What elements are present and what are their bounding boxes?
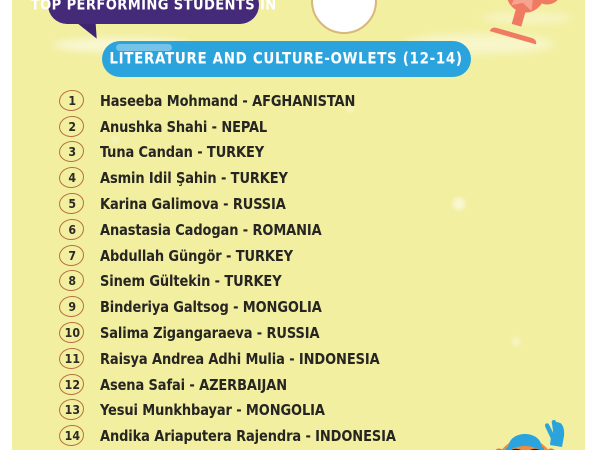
rank-number: 3 (68, 145, 76, 160)
rank-circle: 2 (58, 116, 86, 138)
top-banner-label: TOP PERFORMING STUDENTS IN (30, 0, 277, 14)
student-entry: Asmin Idil Şahin - TURKEY (100, 169, 288, 188)
rank-circle: 7 (58, 245, 86, 267)
rank-circle: 9 (58, 296, 86, 318)
pill-highlight (116, 44, 172, 51)
trophy-icon (470, 0, 574, 58)
student-list: 1 Haseeba Mohmand - AFGHANISTAN 2 Anushka S… (58, 88, 558, 449)
student-entry: Yesui Munkhbayar - MONGOLIA (100, 401, 325, 420)
rank-circle: 8 (58, 270, 86, 292)
rank-number: 7 (68, 248, 76, 264)
rank-number: 9 (68, 299, 76, 315)
rank-number: 14 (64, 428, 80, 444)
list-item: 11 Raisya Andrea Adhi Mulia - INDONESIA (58, 346, 558, 372)
rank-circle: 10 (58, 322, 86, 344)
rank-circle: 3 (58, 141, 86, 163)
student-entry: Tuna Candan - TURKEY (100, 143, 265, 162)
list-item: 14 Andika Ariaputera Rajendra - INDONESIA (58, 423, 558, 449)
top-banner: TOP PERFORMING STUDENTS IN (31, 0, 276, 24)
rank-number: 2 (68, 119, 76, 135)
list-item: 10 Salima Zigangaraeva - RUSSIA (58, 320, 558, 346)
list-item: 8 Sinem Gültekin - TURKEY (58, 269, 558, 295)
rank-number: 8 (68, 274, 76, 289)
list-item: 13 Yesui Munkhbayar - MONGOLIA (58, 398, 558, 424)
student-entry: Anushka Shahi - NEPAL (100, 117, 268, 136)
student-entry: Sinem Gültekin - TURKEY (100, 272, 282, 291)
list-item: 1 Haseeba Mohmand - AFGHANISTAN (58, 88, 558, 114)
list-item: 3 Tuna Candan - TURKEY (58, 140, 558, 166)
rank-number: 4 (68, 170, 76, 186)
list-item: 5 Karina Galimova - RUSSIA (58, 191, 558, 217)
rank-circle: 6 (58, 219, 86, 241)
student-entry: Salima Zigangaraeva - RUSSIA (100, 324, 320, 343)
category-banner: LITERATURE AND CULTURE-OWLETS (12-14) (102, 41, 471, 77)
rank-number: 12 (64, 377, 80, 393)
student-entry: Abdullah Güngör - TURKEY (100, 246, 293, 265)
rank-number: 5 (68, 196, 76, 212)
rank-circle: 4 (58, 167, 86, 189)
list-item: 6 Anastasia Cadogan - ROMANIA (58, 217, 558, 243)
rank-number: 10 (64, 325, 80, 341)
cloud-decoration (482, 12, 572, 24)
student-entry: Haseeba Mohmand - AFGHANISTAN (100, 91, 356, 110)
rank-number: 1 (68, 93, 76, 109)
rank-number: 6 (68, 222, 76, 238)
rank-number: 13 (64, 403, 80, 418)
list-item: 2 Anushka Shahi - NEPAL (58, 114, 558, 140)
list-item: 4 Asmin Idil Şahin - TURKEY (58, 165, 558, 191)
rank-circle: 13 (58, 399, 86, 421)
rank-number: 11 (64, 351, 80, 367)
category-banner-label: LITERATURE AND CULTURE-OWLETS (12-14) (109, 49, 464, 69)
rank-circle: 5 (58, 193, 86, 215)
rank-circle: 14 (58, 425, 86, 447)
owl-mascot-icon (492, 412, 584, 450)
rank-circle: 1 (58, 90, 86, 112)
list-item: 12 Asena Safai - AZERBAIJAN (58, 372, 558, 398)
list-item: 9 Binderiya Galtsog - MONGOLIA (58, 294, 558, 320)
student-entry: Andika Ariaputera Rajendra - INDONESIA (100, 427, 396, 446)
student-entry: Asena Safai - AZERBAIJAN (100, 375, 288, 394)
rank-circle: 12 (58, 374, 86, 396)
list-item: 7 Abdullah Güngör - TURKEY (58, 243, 558, 269)
student-entry: Karina Galimova - RUSSIA (100, 195, 286, 214)
rank-circle: 11 (58, 348, 86, 370)
student-entry: Anastasia Cadogan - ROMANIA (100, 220, 322, 239)
student-entry: Raisya Andrea Adhi Mulia - INDONESIA (100, 349, 380, 368)
student-entry: Binderiya Galtsog - MONGOLIA (100, 298, 322, 317)
